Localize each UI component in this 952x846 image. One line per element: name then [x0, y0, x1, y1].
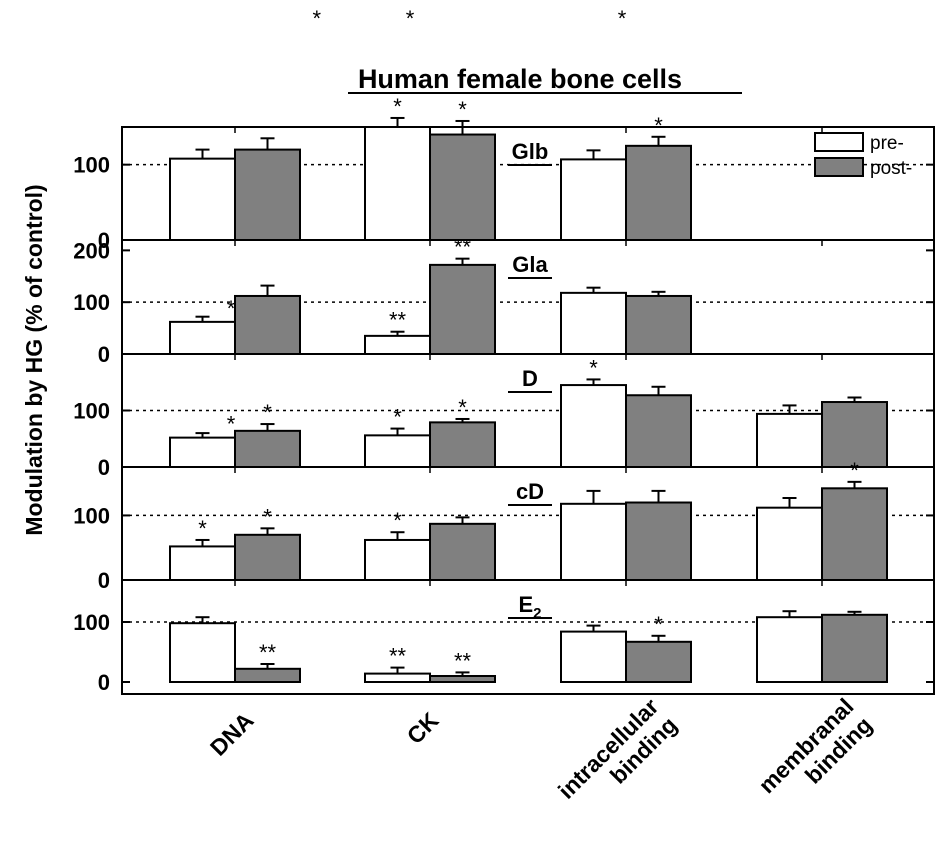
- bar-pre-3: [756, 616, 823, 684]
- bar-post-2: [625, 640, 692, 683]
- bar-pre-0: [169, 545, 236, 581]
- panel-label: cD: [516, 479, 544, 504]
- chart-title: Human female bone cells: [358, 64, 682, 94]
- bar-pre-2: [560, 158, 627, 241]
- significance-label: *: [227, 412, 236, 437]
- bar-post-2: [625, 501, 692, 581]
- bar-pre-3: [756, 412, 823, 469]
- panel-0: 0 100 * * * Glb: [73, 94, 934, 253]
- bar-pre-2: [560, 384, 627, 469]
- bar-pre-2: [560, 291, 627, 356]
- y-tick-label: 100: [73, 290, 110, 315]
- bar-post-1: [429, 522, 496, 582]
- significance-label: *: [263, 400, 272, 425]
- top-star: *: [312, 6, 321, 31]
- bar-pre-1: [364, 434, 431, 468]
- top-star: *: [406, 6, 415, 31]
- y-tick-label: 0: [98, 342, 110, 367]
- bar-post-2: [625, 394, 692, 468]
- significance-label: *: [263, 504, 272, 529]
- significance-label: *: [589, 355, 598, 380]
- bar-post-0: [234, 533, 301, 581]
- significance-label: **: [389, 644, 407, 669]
- panel-3: 0 100 * * * * cD: [73, 458, 934, 593]
- bar-post-0: [234, 294, 301, 355]
- y-tick-label: 0: [98, 568, 110, 593]
- bar-post-0: [234, 667, 301, 683]
- significance-label: *: [198, 516, 207, 541]
- bar-pre-3: [756, 506, 823, 581]
- significance-label: *: [227, 296, 236, 321]
- bar-post-0: [234, 429, 301, 468]
- legend: pre-post-: [814, 132, 912, 179]
- significance-label: *: [654, 113, 663, 138]
- bar-post-1: [429, 133, 496, 242]
- bar-post-3: [821, 613, 888, 683]
- top-stars: * * *: [312, 6, 626, 31]
- y-tick-label: 100: [73, 503, 110, 528]
- y-tick-label: 100: [73, 399, 110, 424]
- x-tick-label-1: CK: [402, 707, 444, 749]
- panel-label: Gla: [512, 252, 548, 277]
- bar-pre-0: [169, 157, 236, 241]
- significance-label: *: [654, 612, 663, 637]
- y-tick-label: 200: [73, 238, 110, 263]
- bar-pre-0: [169, 622, 236, 684]
- bar-pre-0: [169, 320, 236, 356]
- bar-pre-2: [560, 502, 627, 582]
- x-tick-label-2: intracellularbinding: [553, 693, 682, 822]
- bar-post-3: [821, 401, 888, 468]
- legend-swatch-1: [814, 157, 864, 177]
- bar-post-3: [821, 487, 888, 581]
- bar-pre-1: [364, 126, 431, 241]
- bar-post-1: [429, 421, 496, 468]
- significance-label: *: [393, 508, 402, 533]
- x-tick-label-0: DNA: [205, 707, 259, 761]
- significance-label: **: [454, 648, 472, 673]
- y-tick-label: 0: [98, 455, 110, 480]
- bar-pre-0: [169, 436, 236, 468]
- y-tick-label: 100: [73, 153, 110, 178]
- bar-pre-1: [364, 672, 431, 683]
- x-axis-labels: DNA CK intracellularbinding membranalbindin…: [205, 693, 877, 822]
- bar-pre-1: [364, 334, 431, 356]
- significance-label: *: [458, 395, 467, 420]
- panel-label: Glb: [512, 139, 549, 164]
- significance-label: *: [393, 405, 402, 430]
- significance-label: **: [454, 235, 472, 260]
- top-star: *: [618, 6, 627, 31]
- bar-post-2: [625, 294, 692, 355]
- legend-label-0: pre-: [870, 133, 904, 154]
- y-axis-label: Modulation by HG (% of control): [21, 184, 47, 535]
- panel-label: D: [522, 366, 538, 391]
- bar-post-0: [234, 148, 301, 242]
- panel-2: 0 100 * * * * * D: [73, 353, 934, 480]
- x-tick-label-3: membranalbinding: [753, 693, 877, 817]
- bar-post-1: [429, 675, 496, 683]
- significance-label: *: [393, 94, 402, 119]
- significance-label: **: [259, 640, 277, 665]
- y-tick-label: 100: [73, 610, 110, 635]
- bar-post-2: [625, 144, 692, 241]
- y-tick-label: 0: [98, 228, 110, 253]
- legend-label-1: post-: [870, 158, 912, 179]
- bar-post-1: [429, 263, 496, 356]
- significance-label: *: [850, 458, 859, 483]
- significance-label: *: [458, 97, 467, 122]
- significance-label: **: [389, 308, 407, 333]
- bar-pre-2: [560, 630, 627, 683]
- y-tick-label: 0: [98, 670, 110, 695]
- legend-swatch-0: [814, 132, 864, 152]
- bar-pre-1: [364, 538, 431, 581]
